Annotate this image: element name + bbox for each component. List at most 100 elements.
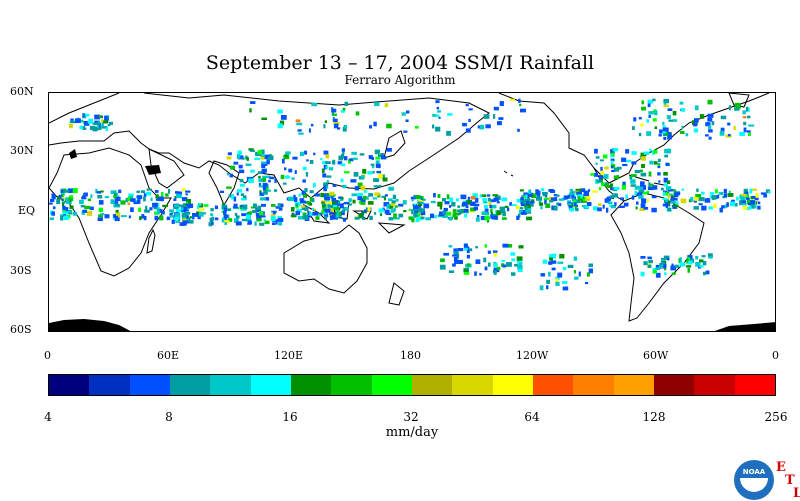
rain-cell	[301, 205, 306, 208]
rain-cell	[375, 163, 381, 168]
rain-cell	[174, 204, 180, 208]
rain-cell	[622, 163, 628, 167]
rain-cell	[437, 201, 443, 207]
rain-cell	[466, 254, 470, 259]
rain-cell	[128, 194, 133, 199]
rain-cell	[603, 174, 609, 179]
map-subtitle: Ferraro Algorithm	[344, 73, 456, 87]
rain-cell	[748, 132, 751, 137]
rain-cell	[743, 127, 747, 133]
rain-cell	[514, 264, 519, 267]
rain-cell	[553, 194, 558, 197]
rain-cell	[159, 196, 164, 202]
rain-cell	[325, 161, 331, 165]
rain-cell	[221, 204, 228, 210]
rain-cell	[641, 198, 647, 204]
rain-cell	[98, 207, 103, 212]
rain-cell	[417, 202, 423, 206]
rain-cell	[572, 197, 575, 201]
rain-cell	[104, 115, 108, 121]
rain-cell	[515, 205, 520, 210]
rain-cell	[115, 204, 120, 207]
rain-cell	[360, 200, 366, 205]
rain-cell	[525, 194, 528, 199]
rain-cell	[663, 98, 669, 104]
rain-cell	[646, 131, 652, 136]
rain-cell	[154, 215, 159, 221]
rain-cell	[332, 184, 337, 187]
rain-cell	[275, 220, 278, 225]
rain-cell	[197, 214, 201, 220]
rain-cell	[768, 191, 771, 194]
rain-cell	[472, 193, 478, 198]
rain-cell	[92, 122, 99, 125]
rain-cell	[675, 201, 679, 205]
rain-cell	[708, 136, 712, 140]
rain-cell	[493, 263, 498, 267]
rain-cell	[81, 195, 86, 199]
rain-cell	[598, 187, 602, 191]
rain-cell	[115, 209, 119, 215]
rain-cell	[459, 212, 462, 215]
rain-cell	[223, 207, 227, 212]
rain-cell	[730, 201, 736, 207]
rain-cell	[299, 151, 304, 157]
rain-cell	[550, 260, 557, 264]
rain-cell	[118, 189, 122, 194]
rain-cell	[342, 217, 346, 222]
rain-cell	[607, 185, 613, 188]
colorbar-swatch-17	[734, 375, 775, 395]
rain-cell	[748, 205, 752, 210]
rain-cell	[264, 197, 270, 201]
rain-cell	[248, 211, 252, 215]
rain-cell	[261, 203, 266, 207]
rain-cell	[665, 192, 668, 196]
rain-cell	[331, 196, 334, 199]
rain-cell	[341, 148, 345, 152]
rain-cell	[598, 203, 602, 206]
rain-cell	[663, 104, 670, 108]
rain-cell	[127, 202, 131, 205]
rain-cell	[437, 194, 441, 198]
rain-cell	[375, 160, 380, 165]
rain-cell	[651, 195, 657, 199]
rain-cell	[373, 178, 380, 182]
rain-cell	[94, 120, 100, 124]
rain-cell	[640, 181, 645, 187]
hawaii-outline	[503, 170, 514, 177]
rain-cell	[670, 196, 673, 201]
rain-cell	[277, 123, 283, 129]
rain-cell	[325, 186, 329, 189]
rain-cell	[192, 213, 198, 217]
rain-cell	[422, 198, 426, 201]
rain-cell	[60, 215, 64, 221]
rain-cell	[260, 156, 265, 160]
rain-cell	[359, 153, 365, 156]
rain-cell	[648, 114, 651, 118]
rain-cell	[451, 202, 456, 207]
rain-cell	[548, 271, 551, 277]
rain-cell	[189, 220, 194, 224]
rain-cell	[83, 113, 90, 117]
rain-cell	[549, 200, 554, 203]
rain-cell	[546, 285, 549, 290]
colorbar-swatch-8	[371, 375, 412, 395]
rain-cell	[267, 175, 271, 179]
rain-cell	[329, 191, 335, 196]
rain-cell	[221, 218, 226, 223]
rain-cell	[687, 260, 693, 265]
rain-cell	[177, 191, 182, 196]
lat-label-30n: 30N	[10, 144, 34, 157]
rain-cell	[483, 114, 490, 119]
lat-label-60n: 60N	[10, 85, 34, 98]
rain-cell	[69, 120, 76, 124]
rain-cell	[97, 217, 103, 222]
rain-cell	[242, 204, 248, 210]
rain-cell	[559, 254, 565, 259]
rain-cell	[667, 194, 671, 199]
rain-cell	[479, 273, 482, 276]
rain-cell	[747, 203, 751, 206]
rain-cell	[303, 214, 309, 220]
rain-cell	[475, 197, 479, 203]
rain-cell	[634, 190, 638, 196]
